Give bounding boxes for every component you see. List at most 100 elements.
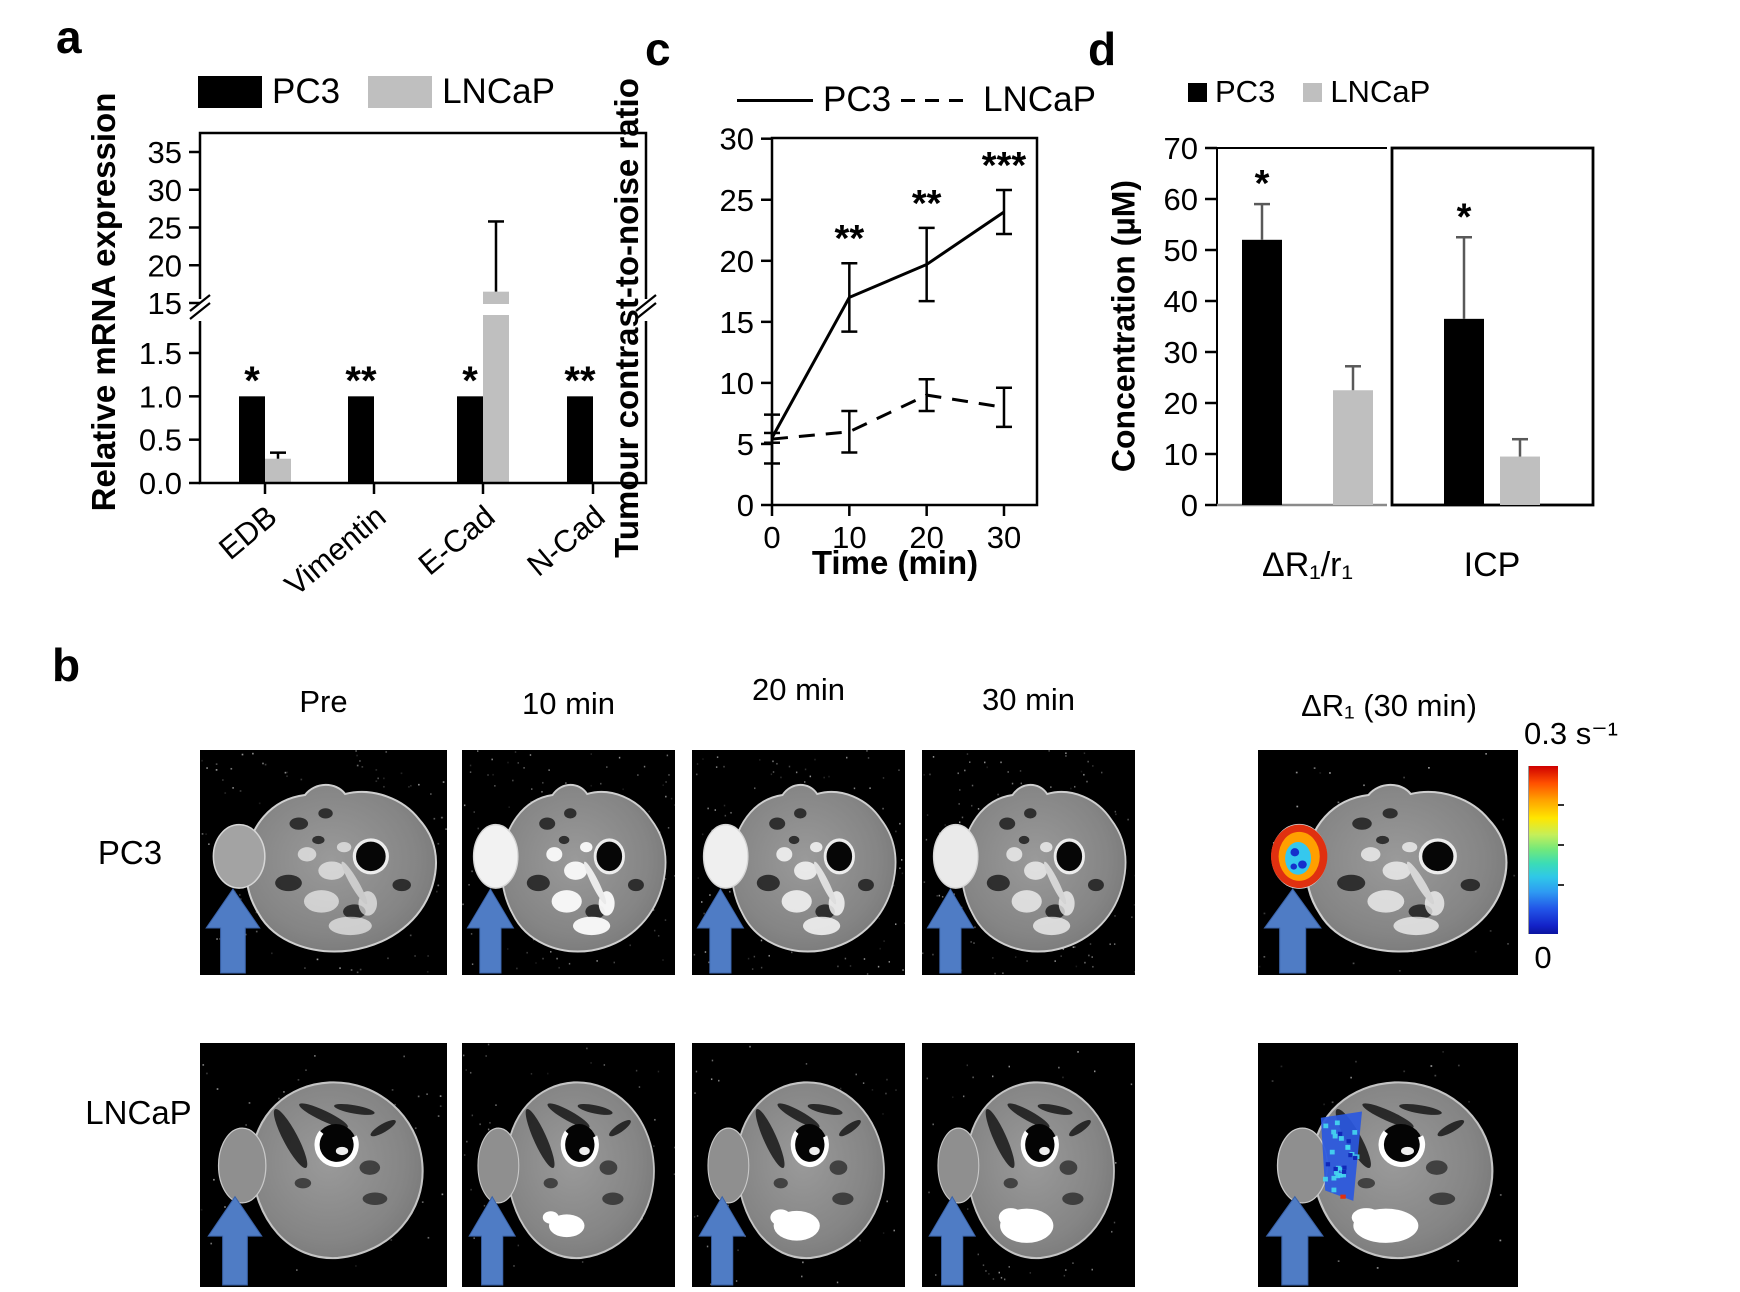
lncap-legend-label-c: LNCaP [983, 80, 1096, 119]
pc3-legend-label: PC3 [272, 72, 341, 111]
panel-a-label: a [56, 11, 82, 63]
bar-LNCaP-1 [1500, 456, 1540, 505]
lncap-legend-swatch-d [1303, 82, 1323, 102]
errorbars-PC3 [764, 188, 1012, 444]
significance-mark: ** [835, 218, 865, 260]
svg-text:15: 15 [720, 305, 754, 340]
tumor-region [937, 1127, 980, 1204]
arrow-icon [1263, 888, 1322, 974]
tumor-region [217, 1127, 267, 1204]
mri-image-pc3-20min [692, 750, 905, 975]
lncap-legend-swatch [368, 76, 433, 108]
mri-image-lncap-20min [692, 1043, 905, 1287]
arrow-icon [928, 1195, 977, 1286]
category-label: N-Cad [520, 499, 611, 583]
arrow-icon [468, 1195, 517, 1286]
svg-text:20: 20 [1164, 386, 1198, 421]
arrow-icon [696, 888, 745, 974]
mri-image-pc3-30min [922, 750, 1135, 975]
category-label: E-Cad [412, 499, 502, 582]
bar-PC3-1 [1444, 318, 1484, 505]
colorbar [1528, 766, 1564, 934]
line-PC3 [770, 210, 1005, 439]
line-LNCaP [771, 393, 1005, 441]
svg-text:35: 35 [148, 135, 182, 170]
bar-LNCaP-0 [1333, 390, 1373, 505]
colorbar-max-label: 0.3 s⁻¹ [1524, 716, 1618, 751]
svg-text:30: 30 [1164, 335, 1198, 370]
svg-text:25: 25 [720, 183, 754, 218]
category-label: EDB [212, 499, 283, 567]
mri-image-lncap-dr1 [1258, 1043, 1518, 1287]
bar-pc3-E-Cad [457, 396, 483, 483]
significance-mark: ** [345, 359, 377, 403]
arrow-icon [1265, 1195, 1325, 1286]
svg-text:15: 15 [148, 286, 182, 321]
pc3-line-sample [737, 98, 813, 102]
colorbar-min-label: 0 [1534, 940, 1552, 975]
column-header-dr1: ΔR₁ (30 min) [1301, 688, 1477, 723]
mri-image-pc3-dr1 [1258, 750, 1518, 975]
panel-b-label: b [52, 639, 81, 691]
bar-lncap-EDB [265, 458, 291, 483]
mri-image-pc3-pre [200, 750, 447, 975]
row-label-lncap: LNCaP [85, 1094, 192, 1131]
svg-text:40: 40 [1164, 284, 1198, 319]
significance-mark: *** [982, 145, 1027, 187]
svg-text:30: 30 [148, 173, 182, 208]
significance-mark: ** [564, 359, 596, 403]
svg-text:0: 0 [737, 488, 754, 523]
significance-mark: * [1457, 196, 1472, 238]
mri-image-lncap-pre [200, 1043, 447, 1287]
panel-a-legend: PC3 LNCaP [198, 72, 555, 112]
arrow-icon [207, 1195, 263, 1286]
tumor-region [932, 823, 979, 889]
group-label-0: ΔR₁/r₁ [1262, 546, 1353, 584]
tumor-region [707, 1127, 750, 1204]
bar-pc3-Vimentin [348, 396, 374, 483]
colorbar-tick [1558, 804, 1564, 806]
svg-text:5: 5 [737, 427, 754, 462]
column-header-10min: 10 min [521, 686, 616, 721]
bar-pc3-EDB [239, 396, 265, 483]
arrow-icon [698, 1195, 747, 1286]
tumor-region [702, 823, 749, 889]
significance-mark: * [244, 359, 260, 403]
svg-text:0.5: 0.5 [139, 423, 182, 458]
dr1-overlay-lncap [1320, 1111, 1362, 1201]
tumor-region [1276, 1127, 1328, 1204]
panel-d-label: d [1088, 23, 1117, 75]
column-header-pre: Pre [299, 684, 348, 719]
significance-mark: * [462, 359, 478, 403]
errorbars-LNCaP [764, 377, 1012, 465]
pc3-legend-label-c: PC3 [823, 80, 892, 119]
panel-c-legend: PC3 LNCaP [737, 80, 1096, 120]
tumor-region [472, 823, 519, 889]
pc3-legend-swatch-d [1188, 82, 1207, 102]
significance-mark: * [1255, 163, 1270, 205]
svg-text:60: 60 [1164, 182, 1198, 217]
mri-image-pc3-10min [462, 750, 675, 975]
svg-text:20: 20 [148, 248, 182, 283]
group-label-1: ICP [1464, 546, 1521, 584]
plot-box-d-right [1390, 146, 1595, 507]
plot-box-c [770, 136, 1039, 507]
svg-text:20: 20 [720, 244, 754, 279]
svg-text:70: 70 [1164, 131, 1198, 166]
bar-PC3-0 [1242, 239, 1282, 506]
bars-a [239, 220, 619, 483]
lncap-legend-label: LNCaP [442, 72, 555, 111]
arrow-icon [926, 888, 975, 974]
pc3-legend-label-d: PC3 [1215, 74, 1276, 109]
svg-text:25: 25 [148, 211, 182, 246]
tumor-region [212, 823, 266, 889]
arrow-icon [205, 888, 261, 974]
lncap-legend-label-d: LNCaP [1330, 74, 1431, 109]
lncap-line-sample [901, 98, 974, 102]
bar-pc3-N-Cad [567, 396, 593, 483]
svg-text:0: 0 [763, 520, 780, 555]
panel-d-legend: PC3 LNCaP [1188, 74, 1430, 110]
colorbar-tick [1558, 844, 1564, 846]
